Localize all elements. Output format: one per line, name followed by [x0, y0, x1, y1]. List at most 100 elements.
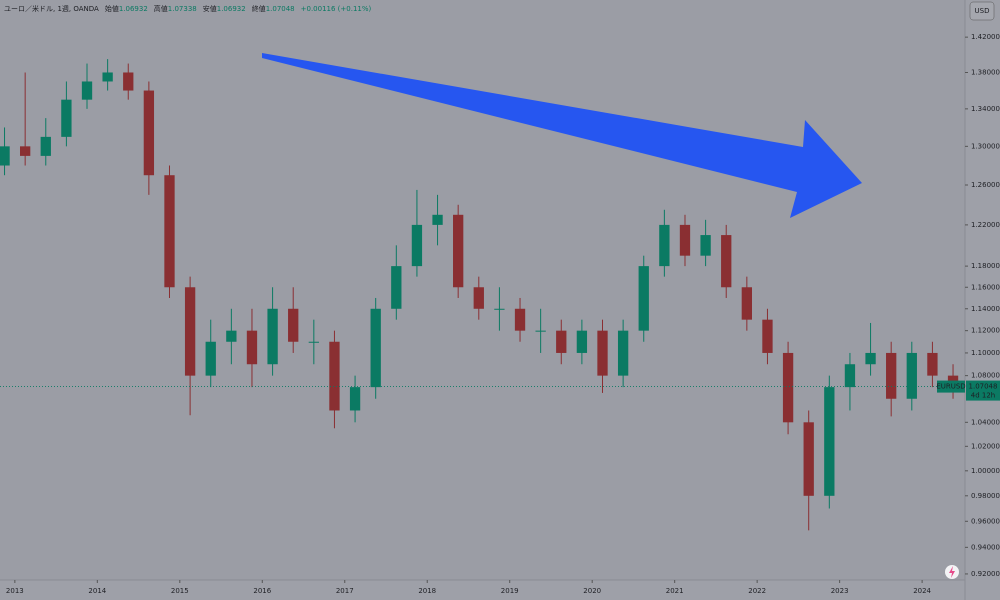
price-badge	[966, 380, 1000, 401]
x-tick-label: 2013	[6, 587, 24, 595]
alert-icon-glyph	[949, 566, 955, 578]
time-axis-bg	[0, 580, 1000, 600]
candle-body	[81, 81, 93, 100]
candle-body	[721, 235, 732, 288]
candle-body	[597, 330, 608, 376]
y-tick-label: 0.94000	[971, 543, 1000, 551]
candle-body	[535, 330, 546, 332]
y-tick-label: 1.18000	[971, 262, 1000, 270]
y-tick-label: 1.08000	[971, 372, 1000, 380]
y-tick-label: 1.42000	[971, 33, 1000, 41]
candle-body	[102, 72, 113, 82]
currency[interactable]: USD	[975, 7, 990, 15]
candle-body	[741, 287, 752, 320]
header-text: 1.06932	[119, 5, 148, 13]
candle-body	[473, 287, 484, 309]
candle-body	[782, 352, 794, 423]
candle-body	[349, 387, 361, 411]
header-text: 安値	[203, 4, 217, 13]
candle-body	[865, 352, 876, 365]
candle-body	[576, 330, 588, 353]
candle-body	[617, 330, 629, 376]
x-tick-label: 2024	[913, 587, 931, 595]
candle-body	[659, 224, 670, 267]
candle-body	[184, 287, 196, 376]
candle-body	[762, 319, 773, 353]
candle-body	[886, 352, 897, 399]
candle-body	[927, 352, 938, 376]
candle-body	[432, 214, 443, 225]
candle-body	[226, 330, 237, 342]
candle-body	[370, 308, 381, 388]
candle-body	[205, 341, 216, 376]
symbol-label: EURUSD	[936, 383, 965, 391]
chart-header: ユーロ／米ドル, 1週, OANDA 始値1.06932 高値1.07338 安値1.…	[4, 4, 372, 13]
candle-body	[61, 99, 72, 137]
x-tick-label: 2018	[418, 587, 436, 595]
header-text: 1.07338	[168, 5, 197, 13]
candle-body	[0, 146, 10, 166]
header-text: +0.00116 (+0.11%)	[301, 5, 372, 13]
candle-body	[329, 341, 340, 411]
candle-body	[453, 214, 464, 288]
candle-body	[411, 224, 423, 267]
candle-body	[514, 308, 526, 331]
x-tick-label: 2016	[253, 587, 271, 595]
y-tick-label: 0.92000	[971, 570, 1000, 578]
trend-arrow	[262, 53, 862, 218]
y-tick-label: 1.22000	[971, 221, 1000, 229]
y-tick-label: 1.30000	[971, 142, 1000, 150]
y-tick-label: 1.00000	[971, 467, 1000, 475]
candle-body	[40, 136, 51, 156]
price-axis-bg	[965, 0, 1000, 600]
y-tick-label: 1.02000	[971, 442, 1000, 450]
x-tick-label: 2019	[501, 587, 519, 595]
candle-body	[20, 146, 31, 156]
candle-body	[391, 266, 402, 309]
symbol-badge	[937, 380, 965, 393]
x-tick-label: 2022	[748, 587, 766, 595]
candle-body	[824, 387, 835, 496]
candle-body	[267, 308, 278, 365]
last-price-label: 1.07048	[969, 383, 998, 391]
x-tick-label: 2015	[171, 587, 189, 595]
header-text: 1.06932	[217, 5, 246, 13]
y-tick-label: 1.38000	[971, 68, 1000, 76]
y-tick-label: 0.98000	[971, 492, 1000, 500]
candle-body	[164, 175, 175, 288]
header-text: 高値	[154, 4, 168, 13]
x-tick-label: 2021	[666, 587, 684, 595]
candle-body	[246, 330, 258, 365]
candle-body	[494, 308, 505, 310]
header-text: ユーロ／米ドル, 1週, OANDA	[4, 4, 99, 13]
countdown-label: 4d 12h	[971, 392, 995, 400]
candle-body	[803, 422, 814, 496]
y-tick-label: 1.26000	[971, 181, 1000, 189]
y-tick-label: 0.96000	[971, 517, 1000, 525]
x-tick-label: 2014	[88, 587, 106, 595]
x-tick-label: 2017	[336, 587, 354, 595]
candle-body	[679, 224, 691, 256]
x-tick-label: 2020	[583, 587, 601, 595]
y-tick-label: 1.10000	[971, 349, 1000, 357]
candle-body	[700, 235, 711, 256]
y-tick-label: 1.04000	[971, 418, 1000, 426]
y-tick-label: 1.14000	[971, 305, 1000, 313]
plot	[0, 59, 959, 531]
x-tick-label: 2023	[831, 587, 849, 595]
y-tick-label: 1.34000	[971, 105, 1000, 113]
y-tick-label: 1.12000	[971, 327, 1000, 335]
currency-button[interactable]	[969, 1, 995, 21]
candle-body	[556, 330, 567, 353]
y-tick-label: 1.16000	[971, 283, 1000, 291]
header-text: 終値	[252, 4, 266, 13]
header-text: 1.07048	[266, 5, 295, 13]
candle-body	[143, 90, 155, 176]
candle-body	[308, 341, 319, 343]
candle-body	[638, 266, 649, 331]
candle-body	[844, 364, 856, 388]
candle-body	[906, 352, 917, 399]
candle-body	[123, 72, 134, 91]
candle-body	[288, 308, 299, 342]
